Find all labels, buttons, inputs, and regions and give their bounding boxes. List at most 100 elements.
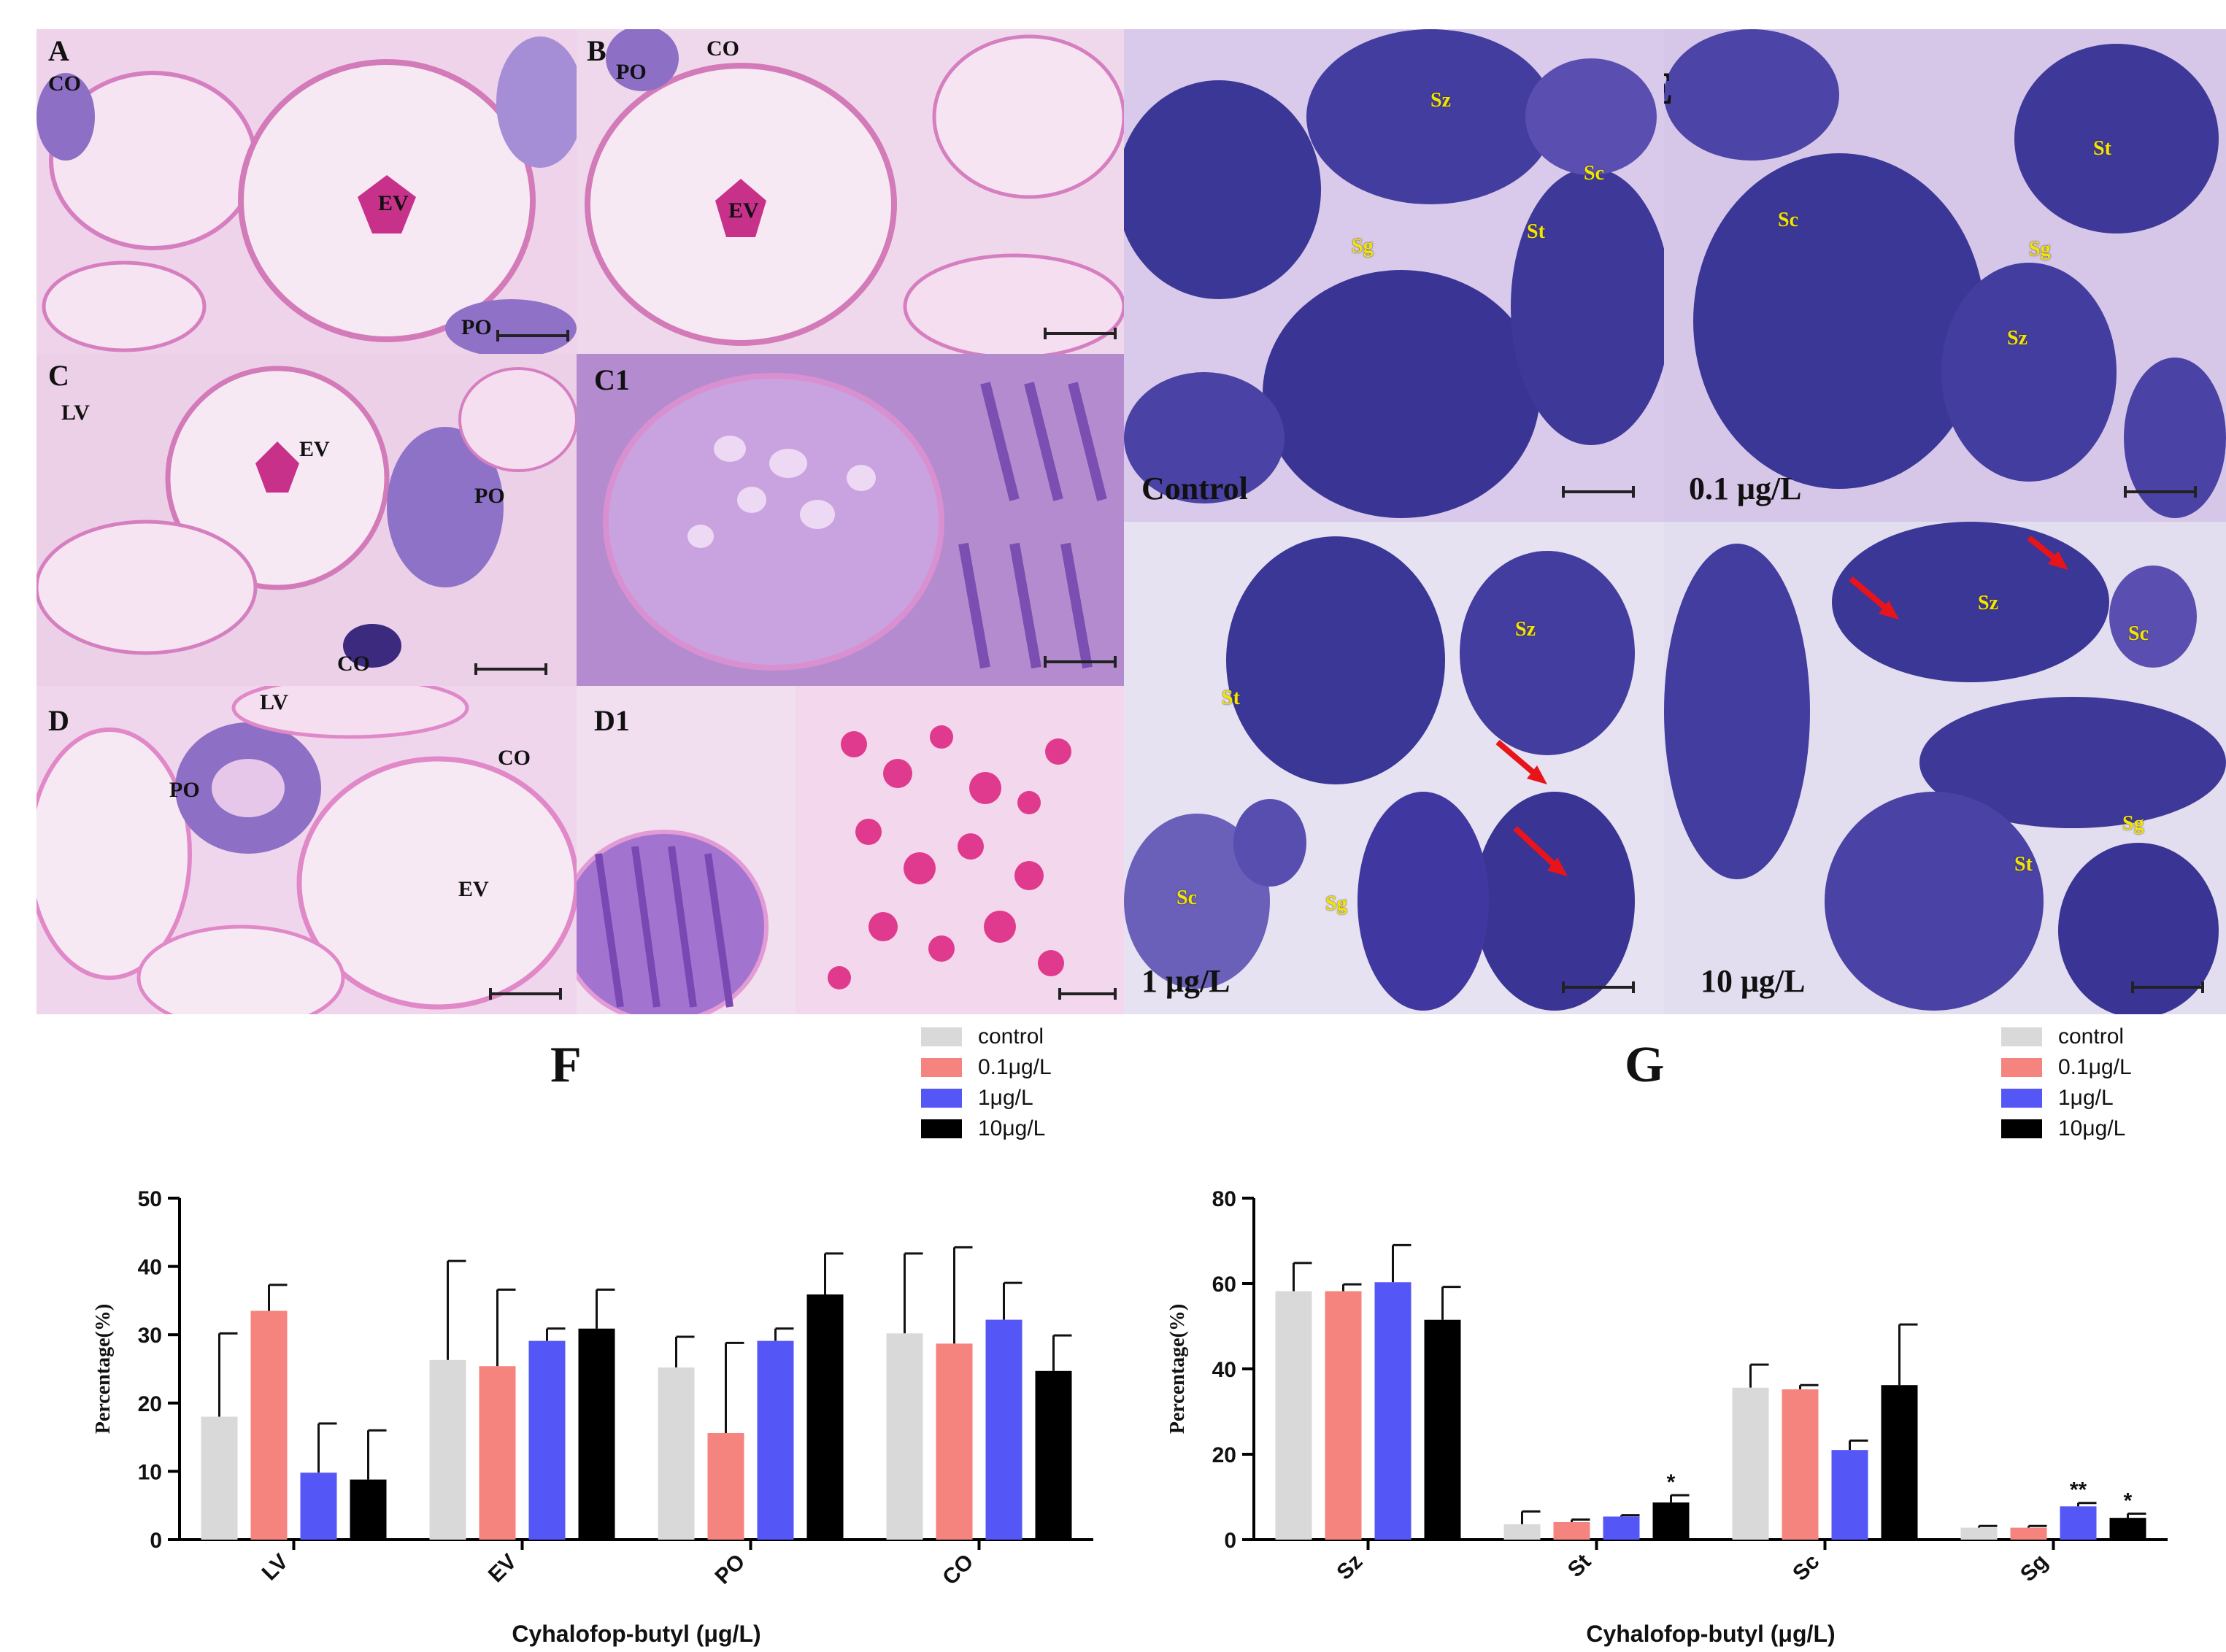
- bar: [985, 1319, 1023, 1540]
- legend-item: control: [2001, 1022, 2132, 1052]
- legend-label: 1μg/L: [2058, 1086, 2114, 1110]
- y-tick-label: 20: [138, 1392, 162, 1416]
- legend-item: 1μg/L: [921, 1083, 1052, 1113]
- scale-bar: [1562, 486, 1635, 498]
- bar: [201, 1416, 238, 1540]
- y-tick-label: 50: [138, 1187, 162, 1211]
- legend-label: 10μg/L: [2058, 1116, 2126, 1140]
- tissue-label-st: St: [2093, 137, 2111, 160]
- bar: [936, 1343, 973, 1540]
- bar: [1782, 1389, 1819, 1540]
- bar: [2010, 1527, 2047, 1540]
- chart-f-plot: 0 10 20 30 40 50 LV EV PO CO Cyhalofop-butyl (μg/L…: [92, 1187, 1093, 1647]
- scale-bar: [496, 330, 569, 341]
- ovary-panel-b: B PO CO EV: [577, 29, 1124, 354]
- tissue-label-sg: Sg: [2029, 238, 2051, 260]
- legend-swatch: [2001, 1058, 2042, 1077]
- tissue-label-sc: Sc: [1176, 887, 1197, 909]
- condition-label: Control: [1141, 471, 1248, 506]
- bar: [1275, 1291, 1312, 1540]
- panel-letter: A: [48, 34, 69, 67]
- tissue-label-sz: Sz: [1978, 592, 1998, 614]
- legend-item: 10μg/L: [2001, 1113, 2132, 1144]
- x-tick-label: Sz: [1332, 1550, 1367, 1585]
- x-tick-label: EV: [484, 1550, 522, 1588]
- legend-swatch: [2001, 1027, 2042, 1046]
- significance-mark: *: [1667, 1470, 1676, 1494]
- tissue-label-sz: Sz: [1515, 618, 1536, 641]
- condition-label: 0.1 μg/L: [1689, 471, 1802, 506]
- y-tick-label: 0: [150, 1529, 162, 1553]
- tissue-label-lv: LV: [260, 690, 288, 714]
- x-tick-label: St: [1563, 1550, 1596, 1583]
- tissue-label-ev: EV: [728, 198, 759, 223]
- scale-bar: [2124, 486, 2197, 498]
- ovary-tissue-illustration: [36, 686, 577, 1014]
- x-tick-label: Sc: [1788, 1550, 1824, 1586]
- y-tick-label: 0: [1224, 1529, 1236, 1553]
- y-tick-label: 40: [138, 1256, 162, 1280]
- bar: [1831, 1450, 1868, 1540]
- testis-tissue-illustration: [1124, 29, 1664, 522]
- bar: [1960, 1527, 1998, 1540]
- x-tick-label: CO: [938, 1550, 978, 1590]
- tissue-label-sg: Sg: [1325, 892, 1347, 915]
- panel-letter: C1: [594, 363, 630, 396]
- ovary-panel-a: A CO EV PO: [36, 29, 577, 354]
- bar: [1035, 1370, 1072, 1540]
- bar: [757, 1340, 794, 1540]
- bar: [1503, 1524, 1541, 1540]
- testis-tissue-illustration: [1664, 29, 2226, 522]
- ovary-tissue-illustration: [577, 29, 1124, 354]
- legend-item: 0.1μg/L: [2001, 1052, 2132, 1083]
- tissue-label-co: CO: [706, 36, 739, 61]
- significance-mark: *: [2124, 1489, 2133, 1513]
- bar: [479, 1366, 516, 1540]
- bar: [528, 1340, 566, 1540]
- significance-mark: **: [2070, 1478, 2087, 1502]
- scale-bar: [2131, 981, 2204, 993]
- testis-panel-control: Sz Sc St Sg Control: [1124, 29, 1664, 522]
- ovary-panel-d1: D1: [577, 686, 1124, 1014]
- red-arrows: [1495, 739, 1568, 876]
- bar: [806, 1294, 844, 1540]
- panel-letter: D1: [594, 704, 630, 737]
- condition-label: 10 μg/L: [1701, 963, 1806, 999]
- legend-label: control: [978, 1024, 1044, 1049]
- bar: [250, 1311, 288, 1540]
- testis-panel-10: Sz Sc St Sg 10 μg/L: [1664, 522, 2226, 1014]
- tissue-label-co: CO: [498, 746, 531, 770]
- tissue-label-po: PO: [616, 60, 647, 84]
- panel-letter: B: [587, 34, 606, 67]
- histology-figure: A CO EV PO B PO CO EV C: [36, 29, 2226, 1014]
- tissue-label-sc: Sc: [1778, 209, 1798, 231]
- tissue-label-st: St: [1222, 687, 1240, 709]
- tissue-label-sc: Sc: [1584, 162, 1604, 185]
- ovary-tissue-illustration: [36, 354, 577, 686]
- bar: [429, 1359, 466, 1540]
- chart-g-legend: control 0.1μg/L 1μg/L 10μg/L: [2001, 1022, 2132, 1144]
- bar: [1374, 1282, 1412, 1540]
- ovary-panel-c1: C1: [577, 354, 1124, 686]
- ovary-tissue-illustration: [577, 354, 1124, 686]
- red-arrows: [1849, 535, 2068, 620]
- chart-f-legend: control 0.1μg/L 1μg/L 10μg/L: [921, 1022, 1052, 1144]
- tissue-label-po: PO: [474, 484, 505, 508]
- tissue-label-po: PO: [461, 315, 492, 339]
- bar: [1553, 1522, 1590, 1540]
- testis-tissue-illustration: [1664, 522, 2226, 1014]
- tissue-label-sc: Sc: [2128, 622, 2149, 645]
- bar: [300, 1472, 337, 1540]
- bar: [578, 1328, 615, 1540]
- x-tick-label: LV: [258, 1550, 293, 1586]
- bar: [350, 1479, 387, 1540]
- ovary-panel-d: D LV PO CO EV: [36, 686, 577, 1014]
- legend-item: 10μg/L: [921, 1113, 1052, 1144]
- bar: [1424, 1319, 1461, 1540]
- panel-letter: E: [1664, 61, 1674, 115]
- bar: [1652, 1502, 1690, 1540]
- tissue-label-co: CO: [337, 652, 370, 676]
- legend-swatch: [921, 1119, 962, 1138]
- tissue-label-po: PO: [169, 778, 200, 802]
- scale-bar: [1044, 328, 1117, 339]
